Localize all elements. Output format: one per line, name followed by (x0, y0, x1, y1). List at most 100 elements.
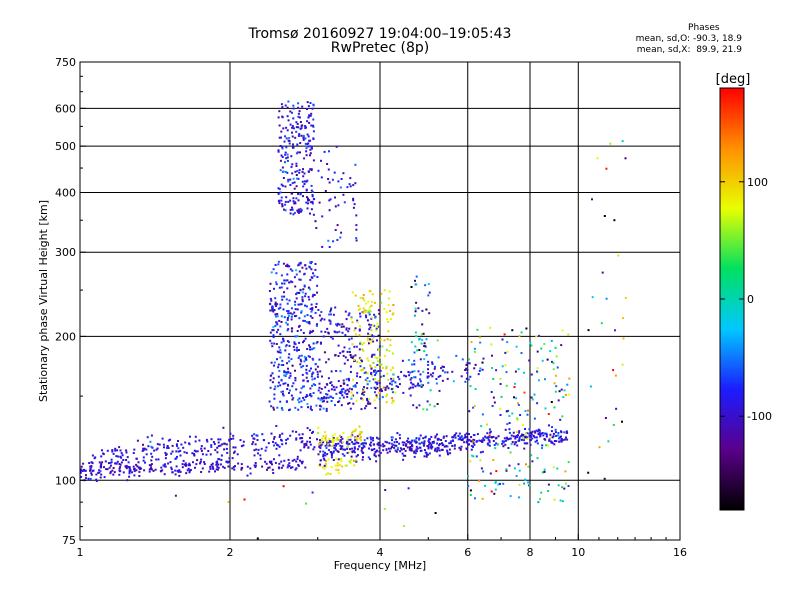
echo-point (156, 447, 159, 450)
echo-point (276, 315, 279, 318)
echo-point (282, 364, 285, 366)
echo-point (530, 344, 533, 347)
echo-point (293, 348, 296, 351)
echo-point (196, 459, 199, 462)
echo-point (232, 446, 235, 449)
echo-point (449, 452, 452, 455)
echo-point (181, 463, 184, 466)
echo-point (511, 441, 514, 444)
echo-point (301, 291, 304, 294)
echo-point (283, 208, 285, 211)
echo-point (210, 463, 213, 466)
echo-point (199, 460, 202, 463)
echo-point (178, 474, 181, 477)
echo-point (279, 325, 282, 328)
echo-point (536, 350, 539, 353)
echo-point (136, 439, 139, 442)
echo-point (291, 466, 294, 469)
echo-point (291, 313, 294, 316)
echo-point (358, 328, 361, 331)
echo-point (277, 116, 280, 119)
echo-point (294, 379, 297, 382)
echo-point (473, 350, 476, 353)
echo-point (286, 153, 289, 156)
echo-point (284, 185, 287, 188)
echo-point (363, 311, 366, 314)
echo-point (419, 358, 422, 361)
echo-point (340, 392, 343, 395)
echo-point (388, 442, 391, 445)
echo-point (261, 465, 264, 468)
echo-point (119, 449, 122, 452)
echo-point (395, 450, 398, 453)
echo-point (278, 369, 281, 372)
echo-point (612, 369, 615, 372)
echo-point (523, 482, 526, 485)
echo-point (286, 323, 289, 326)
echo-point (90, 465, 93, 467)
echo-point (399, 437, 401, 440)
echo-point (366, 319, 369, 322)
echo-point (286, 263, 289, 266)
echo-point (403, 447, 405, 450)
echo-point (409, 446, 411, 449)
echo-point (115, 455, 118, 458)
echo-point (288, 344, 291, 347)
echo-point (533, 393, 536, 396)
echo-point (494, 481, 497, 484)
echo-point (285, 400, 288, 403)
echo-point (472, 455, 475, 458)
echo-point (302, 195, 304, 198)
echo-point (290, 155, 293, 158)
echo-point (319, 442, 322, 445)
echo-point (286, 466, 289, 469)
echo-point (601, 271, 604, 274)
echo-point (355, 228, 358, 231)
echo-point (367, 300, 370, 303)
y-tick-label: 200 (55, 330, 76, 343)
echo-point (330, 396, 333, 399)
echo-point (280, 407, 283, 410)
echo-point (291, 131, 293, 134)
echo-point (528, 359, 531, 362)
echo-point (300, 461, 303, 463)
echo-point (374, 301, 376, 304)
echo-point (355, 455, 358, 458)
echo-point (506, 350, 509, 353)
echo-point (375, 329, 378, 332)
echo-point (282, 464, 285, 467)
echo-point (557, 399, 560, 402)
echo-point (417, 382, 420, 385)
echo-point (296, 292, 298, 295)
echo-point (389, 382, 391, 385)
echo-point (372, 361, 375, 364)
echo-point (220, 459, 223, 461)
echo-point (356, 319, 359, 322)
echo-point (288, 265, 291, 268)
echo-point (372, 335, 375, 338)
echo-point (286, 362, 288, 365)
echo-point (454, 436, 457, 439)
echo-point (131, 471, 133, 474)
echo-point (348, 451, 351, 454)
echo-point (275, 343, 278, 345)
echo-point (321, 466, 324, 469)
echo-point (203, 461, 206, 464)
y-tick-label: 500 (55, 140, 76, 153)
echo-point (518, 436, 521, 439)
echo-point (295, 297, 298, 300)
echo-point (150, 463, 153, 466)
echo-point (442, 366, 445, 368)
echo-point (368, 380, 371, 383)
echo-point (552, 435, 555, 438)
echo-point (364, 371, 367, 374)
echo-point (372, 340, 375, 343)
echo-point (517, 404, 520, 406)
echo-point (284, 135, 287, 138)
echo-point (272, 334, 275, 337)
echo-point (252, 441, 255, 444)
echo-point (474, 497, 476, 500)
echo-point (301, 373, 304, 376)
echo-point (251, 434, 254, 437)
echo-point (288, 137, 291, 139)
